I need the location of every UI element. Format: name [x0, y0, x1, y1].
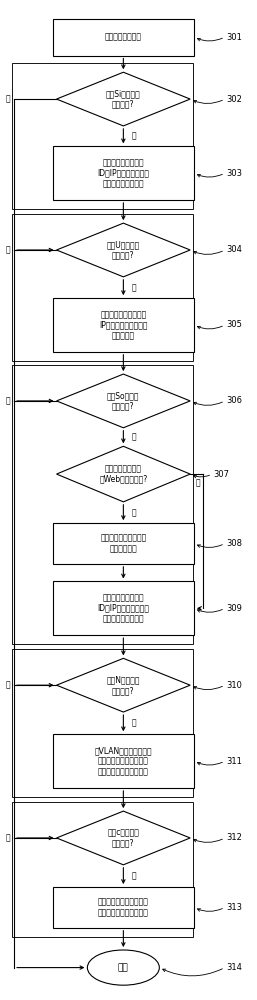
Text: 314: 314 [226, 963, 242, 972]
Text: 将外部服务的服务器
ID、IP地址和端口保存
提交给网络配置模块: 将外部服务的服务器 ID、IP地址和端口保存 提交给网络配置模块 [97, 593, 149, 623]
Ellipse shape [87, 950, 159, 985]
Bar [12, 802, 193, 937]
Bar [53, 734, 194, 788]
Text: 否: 否 [131, 433, 136, 442]
Text: 308: 308 [226, 539, 242, 548]
Text: 309: 309 [226, 604, 242, 613]
Text: 310: 310 [226, 681, 242, 690]
Polygon shape [57, 446, 190, 502]
Text: 将虚拟机模版和对应的
IP地址保存提交给服务
器部署模块: 将虚拟机模版和对应的 IP地址保存提交给服务 器部署模块 [99, 310, 148, 340]
Bar [12, 63, 193, 209]
Text: 302: 302 [226, 95, 242, 104]
Text: 305: 305 [226, 320, 242, 329]
Text: 将内部服务的服务器
ID、IP地址和端口保存
提交给网络配置模块: 将内部服务的服务器 ID、IP地址和端口保存 提交给网络配置模块 [97, 158, 149, 188]
Text: 结束: 结束 [118, 963, 129, 972]
Text: 是: 是 [5, 95, 10, 104]
Polygon shape [57, 223, 190, 277]
Bar [53, 146, 194, 200]
Text: 是: 是 [131, 508, 136, 517]
Text: 读取c的集合，
是否为空?: 读取c的集合， 是否为空? [107, 828, 139, 848]
Polygon shape [57, 658, 190, 712]
Text: 312: 312 [226, 833, 242, 842]
Bar [53, 581, 194, 635]
Text: 读取U的集合，
是否为空?: 读取U的集合， 是否为空? [107, 240, 140, 260]
Text: 服务类型为需要通
过Web展示的应用?: 服务类型为需要通 过Web展示的应用? [99, 464, 148, 484]
Text: 306: 306 [226, 396, 242, 405]
Text: 是: 是 [5, 245, 10, 254]
Bar [12, 214, 193, 361]
Text: 将应用配置项和配置参数
保存提交给应用配置模块: 将应用配置项和配置参数 保存提交给应用配置模块 [98, 898, 149, 917]
Bar [53, 19, 194, 56]
Text: 301: 301 [226, 33, 242, 42]
Text: 否: 否 [131, 132, 136, 141]
Text: 读取Si的集合，
是否为空?: 读取Si的集合， 是否为空? [106, 89, 141, 109]
Text: 是: 是 [5, 681, 10, 690]
Text: 是: 是 [5, 396, 10, 405]
Bar [12, 649, 193, 797]
Text: 否: 否 [131, 871, 136, 880]
Text: 否: 否 [131, 719, 136, 728]
Text: 313: 313 [226, 903, 242, 912]
Bar [53, 887, 194, 928]
Text: 否: 否 [131, 283, 136, 292]
Text: 读取So集合，
是否为空?: 读取So集合， 是否为空? [107, 391, 140, 411]
Polygon shape [57, 811, 190, 865]
Text: 311: 311 [226, 757, 242, 766]
Text: 否: 否 [195, 479, 200, 488]
Text: 将服务地址保存提交给
门户配置模块: 将服务地址保存提交给 门户配置模块 [100, 534, 146, 553]
Text: 读取应用系统模版: 读取应用系统模版 [105, 33, 142, 42]
Text: 读取N的集合，
是否为空?: 读取N的集合， 是否为空? [107, 675, 140, 695]
Polygon shape [57, 72, 190, 126]
Text: 304: 304 [226, 245, 242, 254]
Bar [53, 523, 194, 564]
Text: 将VLAN、子网掩码、网
关、安全策略等网络配置
保存提交给网络配置模块: 将VLAN、子网掩码、网 关、安全策略等网络配置 保存提交给网络配置模块 [95, 746, 152, 776]
Text: 303: 303 [226, 169, 242, 178]
Bar [53, 298, 194, 352]
Text: 是: 是 [5, 833, 10, 842]
Text: 307: 307 [213, 470, 229, 479]
Bar [12, 365, 193, 644]
Polygon shape [57, 374, 190, 428]
